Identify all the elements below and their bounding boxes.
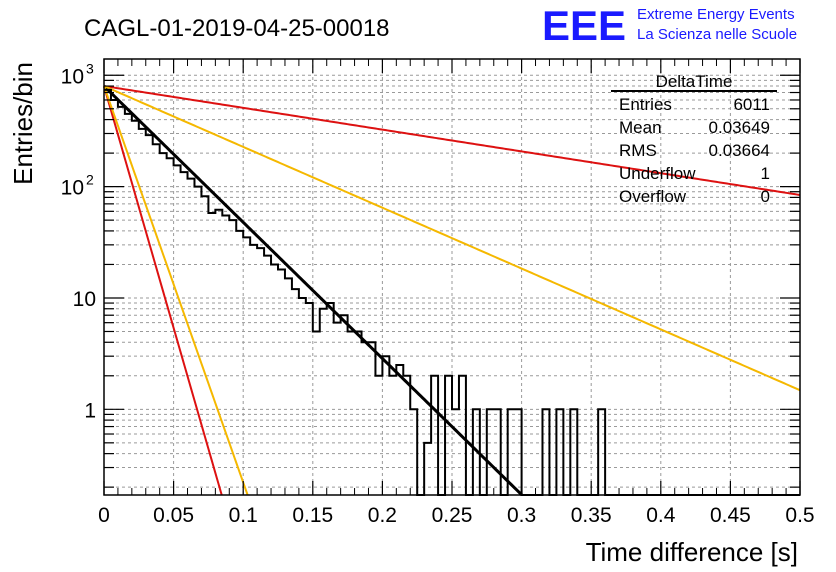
y-tick-exponent: 2 — [86, 172, 94, 188]
fit-curve — [103, 85, 801, 196]
stats-row-value: 1 — [761, 164, 770, 183]
fit-curve — [103, 85, 223, 496]
fit-curve — [103, 85, 801, 392]
x-tick-label: 0.25 — [432, 504, 473, 527]
x-tick-labels: 0 0.05 0.1 0.15 0.2 0.25 0.3 0.35 0.4 0.45 0.5 — [98, 504, 814, 527]
stats-row-label: Entries — [619, 95, 672, 114]
stats-row-label: Overflow — [619, 187, 687, 206]
stats-row-value: 0 — [761, 187, 770, 206]
x-axis-label: Time difference [s] — [586, 537, 798, 567]
x-tick-label: 0.05 — [153, 504, 194, 527]
y-tick-label: 10 — [61, 65, 84, 88]
stats-box: DeltaTime Entries 6011 Mean 0.03649 RMS 0.036… — [611, 72, 777, 206]
y-tick-label: 1 — [84, 399, 96, 422]
x-tick-label: 0.5 — [785, 504, 814, 527]
y-tick-label: 10 — [61, 177, 84, 200]
x-tick-label: 0.1 — [229, 504, 258, 527]
x-tick-label: 0 — [98, 504, 110, 527]
logo-line-1: Extreme Energy Events — [637, 6, 795, 23]
stats-row-value: 0.03664 — [709, 141, 770, 160]
stats-row-label: Mean — [619, 118, 662, 137]
x-tick-label: 0.45 — [710, 504, 751, 527]
stats-rows: Entries 6011 Mean 0.03649 RMS 0.03664 Underflo… — [619, 95, 770, 206]
x-tick-label: 0.4 — [646, 504, 676, 527]
eee-logo: EEE — [542, 2, 626, 49]
run-title: CAGL-01-2019-04-25-00018 — [84, 15, 390, 42]
fit-curve — [102, 84, 523, 497]
x-tick-label: 0.3 — [507, 504, 536, 527]
plot-frame — [103, 58, 801, 496]
fit-curve — [103, 85, 249, 496]
y-tick-exponent: 3 — [86, 60, 94, 76]
y-tick-label: 10 — [73, 288, 96, 311]
logo-line-2: La Scienza nelle Scuole — [637, 26, 797, 43]
stats-row-value: 0.03649 — [709, 118, 770, 137]
x-tick-label: 0.35 — [571, 504, 612, 527]
fit-curves — [102, 84, 801, 497]
grid-lines — [103, 59, 801, 495]
stats-row-value: 6011 — [733, 95, 770, 114]
axes — [103, 58, 801, 496]
y-axis-label: Entries/bin — [8, 62, 38, 185]
stats-row-label: Underflow — [619, 164, 696, 183]
stats-row-label: RMS — [619, 141, 657, 160]
x-tick-label: 0.2 — [368, 504, 397, 527]
x-tick-label: 0.15 — [292, 504, 333, 527]
stats-title: DeltaTime — [656, 72, 733, 91]
